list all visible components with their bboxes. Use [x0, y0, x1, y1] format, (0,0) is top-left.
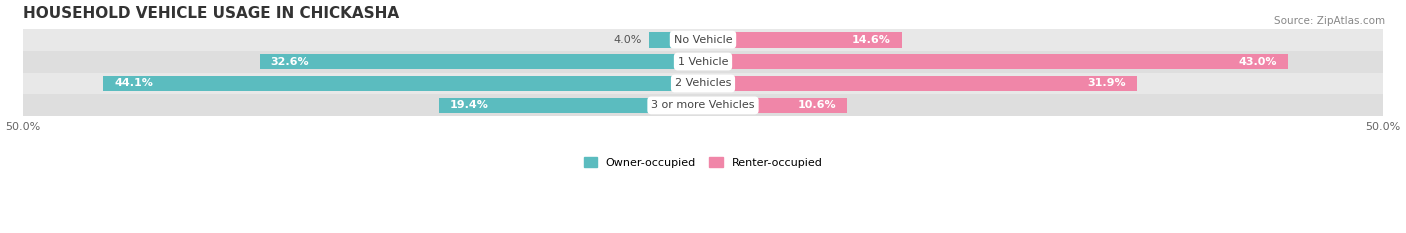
Text: Source: ZipAtlas.com: Source: ZipAtlas.com — [1274, 16, 1385, 26]
Text: 4.0%: 4.0% — [613, 35, 641, 45]
Bar — [703, 75, 1136, 91]
Text: No Vehicle: No Vehicle — [673, 35, 733, 45]
Bar — [22, 72, 1384, 94]
Bar — [648, 32, 703, 48]
Text: 19.4%: 19.4% — [450, 100, 489, 110]
Text: 1 Vehicle: 1 Vehicle — [678, 57, 728, 67]
Legend: Owner-occupied, Renter-occupied: Owner-occupied, Renter-occupied — [583, 158, 823, 168]
Bar — [703, 54, 1288, 69]
Text: 10.6%: 10.6% — [797, 100, 837, 110]
Text: 32.6%: 32.6% — [270, 57, 309, 67]
Text: 31.9%: 31.9% — [1087, 79, 1126, 89]
Text: 43.0%: 43.0% — [1239, 57, 1277, 67]
Bar — [22, 29, 1384, 51]
Text: 3 or more Vehicles: 3 or more Vehicles — [651, 100, 755, 110]
Bar — [439, 98, 703, 113]
Bar — [104, 75, 703, 91]
Text: 44.1%: 44.1% — [114, 79, 153, 89]
Bar — [22, 51, 1384, 72]
Text: 2 Vehicles: 2 Vehicles — [675, 79, 731, 89]
Bar — [703, 98, 848, 113]
Bar — [260, 54, 703, 69]
Text: 14.6%: 14.6% — [852, 35, 890, 45]
Bar — [22, 94, 1384, 116]
Bar — [703, 32, 901, 48]
Text: HOUSEHOLD VEHICLE USAGE IN CHICKASHA: HOUSEHOLD VEHICLE USAGE IN CHICKASHA — [22, 6, 399, 21]
